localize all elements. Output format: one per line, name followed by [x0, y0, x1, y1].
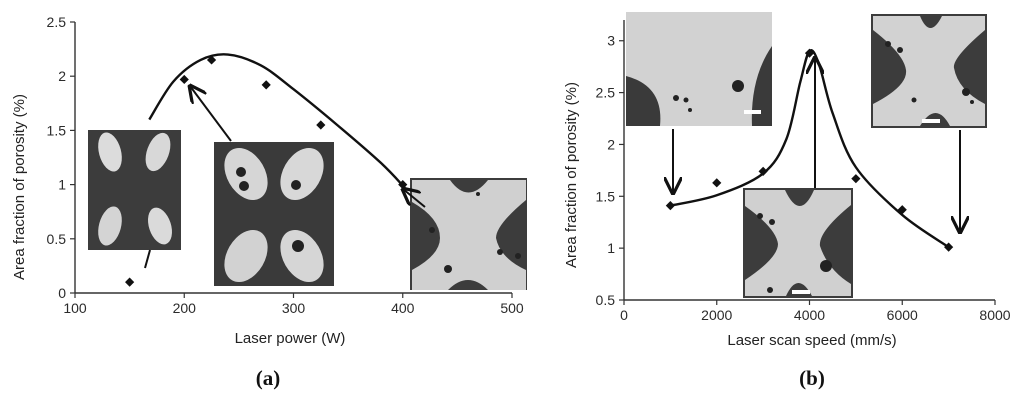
panel-b-inset-2-micrograph: [743, 188, 853, 298]
panel-a-label: (a): [256, 366, 281, 390]
panel-a-x-axis-label: Laser power (W): [235, 330, 346, 347]
panel-a-chart: 100 200 300 400 500 0 0.5 1 1.5 2 2.5 Laser power …: [11, 14, 527, 390]
panel-b-data-points: [665, 48, 954, 252]
x-tick-label: 500: [500, 300, 524, 316]
data-point: [851, 174, 861, 184]
panel-a-arrow-3: [403, 189, 426, 208]
y-tick-label: 0.5: [596, 292, 616, 308]
data-point: [316, 120, 326, 130]
x-tick-label: 200: [173, 300, 197, 316]
data-point: [206, 55, 217, 65]
data-point: [665, 201, 675, 211]
data-point: [712, 178, 722, 188]
data-point: [179, 74, 189, 85]
panel-b-tick-labels: 0 2000 4000 6000 8000 0.5 1 1.5 2 2.5 3: [596, 33, 1011, 323]
panel-a-inset-3-micrograph: [410, 178, 527, 290]
panel-b-inset-3-micrograph: [871, 14, 987, 128]
y-tick-label: 1: [58, 177, 66, 193]
data-point: [897, 205, 907, 215]
data-point: [125, 277, 135, 287]
panel-a-axes: [70, 21, 513, 298]
panel-a-y-axis-label: Area fraction of porosity (%): [11, 94, 28, 280]
y-tick-label: 0: [58, 285, 66, 301]
y-tick-label: 0.5: [47, 231, 67, 247]
panel-a-arrow-1: [144, 249, 151, 269]
x-tick-label: 4000: [794, 307, 825, 323]
x-tick-label: 400: [391, 300, 415, 316]
y-tick-label: 2.5: [596, 85, 616, 101]
y-tick-label: 2: [607, 136, 615, 152]
x-tick-label: 2000: [701, 307, 732, 323]
data-point: [804, 48, 815, 58]
y-tick-label: 3: [607, 33, 615, 49]
x-tick-label: 300: [282, 300, 306, 316]
x-tick-label: 6000: [887, 307, 918, 323]
panel-b-label: (b): [799, 366, 825, 390]
data-point: [261, 80, 271, 90]
data-point: [758, 166, 768, 177]
panel-a-inset-1-micrograph: [88, 130, 181, 250]
y-tick-label: 1: [607, 240, 615, 256]
panel-a-inset-2-micrograph: [214, 142, 334, 286]
panel-b-y-axis-label: Area fraction of porosity (%): [563, 82, 580, 268]
panel-a-arrow-2: [190, 86, 232, 142]
y-tick-label: 2: [58, 68, 66, 84]
panel-b-inset-1-micrograph: [626, 12, 772, 126]
panel-b-axes: [619, 20, 996, 305]
panel-a-trend-curve: [148, 53, 406, 189]
y-tick-label: 1.5: [47, 122, 67, 138]
y-tick-label: 2.5: [47, 14, 67, 30]
panel-b-x-axis-label: Laser scan speed (mm/s): [727, 332, 896, 349]
y-tick-label: 1.5: [596, 188, 616, 204]
data-point: [944, 242, 954, 252]
x-tick-label: 100: [63, 300, 87, 316]
panel-b-chart: 0 2000 4000 6000 8000 0.5 1 1.5 2 2.5 3 Laser scan…: [563, 12, 1011, 390]
x-tick-label: 8000: [979, 307, 1010, 323]
x-tick-label: 0: [620, 307, 628, 323]
panel-a-tick-labels: 100 200 300 400 500 0 0.5 1 1.5 2 2.5: [47, 14, 524, 316]
